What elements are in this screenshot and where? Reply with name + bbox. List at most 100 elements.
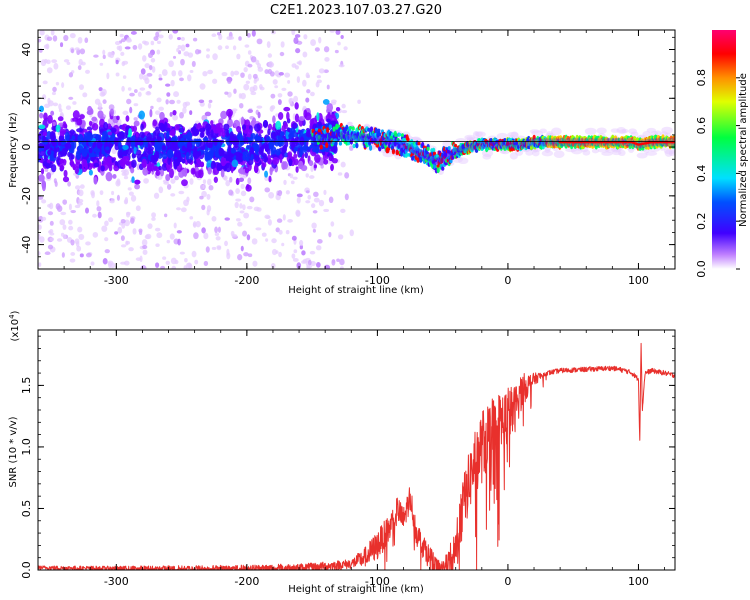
spectrogram-cell [120,219,126,224]
spectrogram-cell [291,30,296,36]
spectrogram-cell [296,193,303,198]
spectrogram-cell [245,156,250,162]
spectrogram-cell [127,187,132,191]
spectrogram-cell [65,105,72,110]
spectrogram-cell [41,180,46,189]
spectrogram-cell [93,162,100,168]
spectrogram-cell [246,183,250,190]
spectrogram-cell [226,248,230,256]
spectrogram-cell [126,36,132,42]
spectrogram-cell [101,225,108,232]
spectrogram-cell [264,170,269,178]
spectrogram-cell [203,260,209,267]
spectrogram-cell [114,231,119,235]
spectrogram-cell [302,145,310,151]
spectrogram-cell [140,265,147,269]
spectrogram-cell [305,72,310,79]
spectrogram-cell [328,124,332,130]
spectrogram-cell [144,63,150,69]
spectrogram-cell [174,259,179,265]
spectrogram-cell [332,131,336,137]
spectrogram-cell [400,151,404,157]
spectrogram-cell [55,81,60,86]
spectrogram-cell [221,131,226,138]
y-tick-label: -20 [20,187,33,205]
spectrogram-cell [49,237,55,242]
spectrogram-cell [79,114,85,120]
spectrogram-cell [81,61,86,66]
spectrogram-cell [134,179,141,185]
spectrogram-cell [220,110,228,120]
spectrogram-cell [162,256,167,260]
spectrogram-cell [130,147,135,153]
spectrogram-cell [240,72,245,78]
spectrogram-cell [249,146,255,155]
spectrogram-cell [53,151,57,159]
spectrogram-cell [315,127,319,132]
spectrogram-cell [112,174,117,179]
spectrogram-cell [257,111,261,119]
spectrogram-cell [287,218,293,223]
spectrogram-cell [268,192,275,199]
spectrogram-cell [141,158,147,168]
spectrogram-cell [241,175,247,179]
spectrogram-cell [49,220,54,226]
spectrogram-cell [43,112,48,121]
spectrogram-cell [295,210,301,217]
spectrogram-cell [124,197,129,204]
spectrogram-cell [62,224,67,230]
spectrogram-cell [90,261,95,266]
spectrogram-cell [46,67,53,74]
spectrogram-cell [243,252,249,257]
spectrogram-cell [444,162,449,166]
spectrogram-cell [88,141,93,147]
spectrogram-cell [192,150,198,158]
spectrogram-cell [171,70,177,77]
spectrogram-cell [49,232,55,236]
spectrogram-cell [114,40,121,46]
spectrogram-cell [139,255,143,263]
spectrogram-cell [330,101,337,106]
spectrogram-cell [317,121,322,127]
spectrogram-cell [216,163,221,171]
spectrogram-cell [133,89,138,93]
spectrogram-cell [50,30,55,36]
spectrogram-cell [147,223,153,229]
spectrogram-cell [198,169,204,179]
colorbar-tick-label: 0.0 [695,260,708,278]
spectrogram-cell [166,183,172,190]
spectrogram-cell [213,176,218,183]
spectrogram-cell [275,120,282,131]
spectrogram-cell [158,106,164,111]
spectrogram-cell [175,207,181,211]
spectrogram-cell [293,37,299,45]
spectrogram-cell [42,94,47,100]
spectrogram-cell [171,128,176,138]
spectrogram-cell [176,230,182,234]
spectrogram-cell [179,251,185,255]
spectrogram-cell [78,233,85,241]
y-tick-label: 40 [20,43,33,57]
spectrogram-cell [237,254,243,261]
colorbar-gradient [712,30,736,269]
spectrogram-cell [142,249,148,255]
spectrogram-cell [268,60,274,68]
spectrogram-cell [253,79,257,84]
spectrogram-cell [269,71,275,77]
spectrogram-cell [38,224,42,230]
spectrogram-cell [137,91,142,97]
spectrogram-cell [79,48,86,55]
spectrogram-cell [166,239,171,244]
spectrogram-cell [276,218,283,223]
spectrogram-cell [179,112,184,119]
spectrogram-cell [278,72,284,76]
spectrogram-cell [281,87,287,92]
y-tick-label: 0.0 [20,561,33,579]
spectrogram-cell [205,246,210,253]
spectrogram-cell [395,149,399,156]
spectrogram-cell [212,78,218,84]
spectrogram-cell [64,143,69,148]
spectrogram-cell [313,164,318,169]
snr-y-axis-label: SNR (10 * v/v) [8,416,19,487]
spectrogram-cell [172,114,178,121]
